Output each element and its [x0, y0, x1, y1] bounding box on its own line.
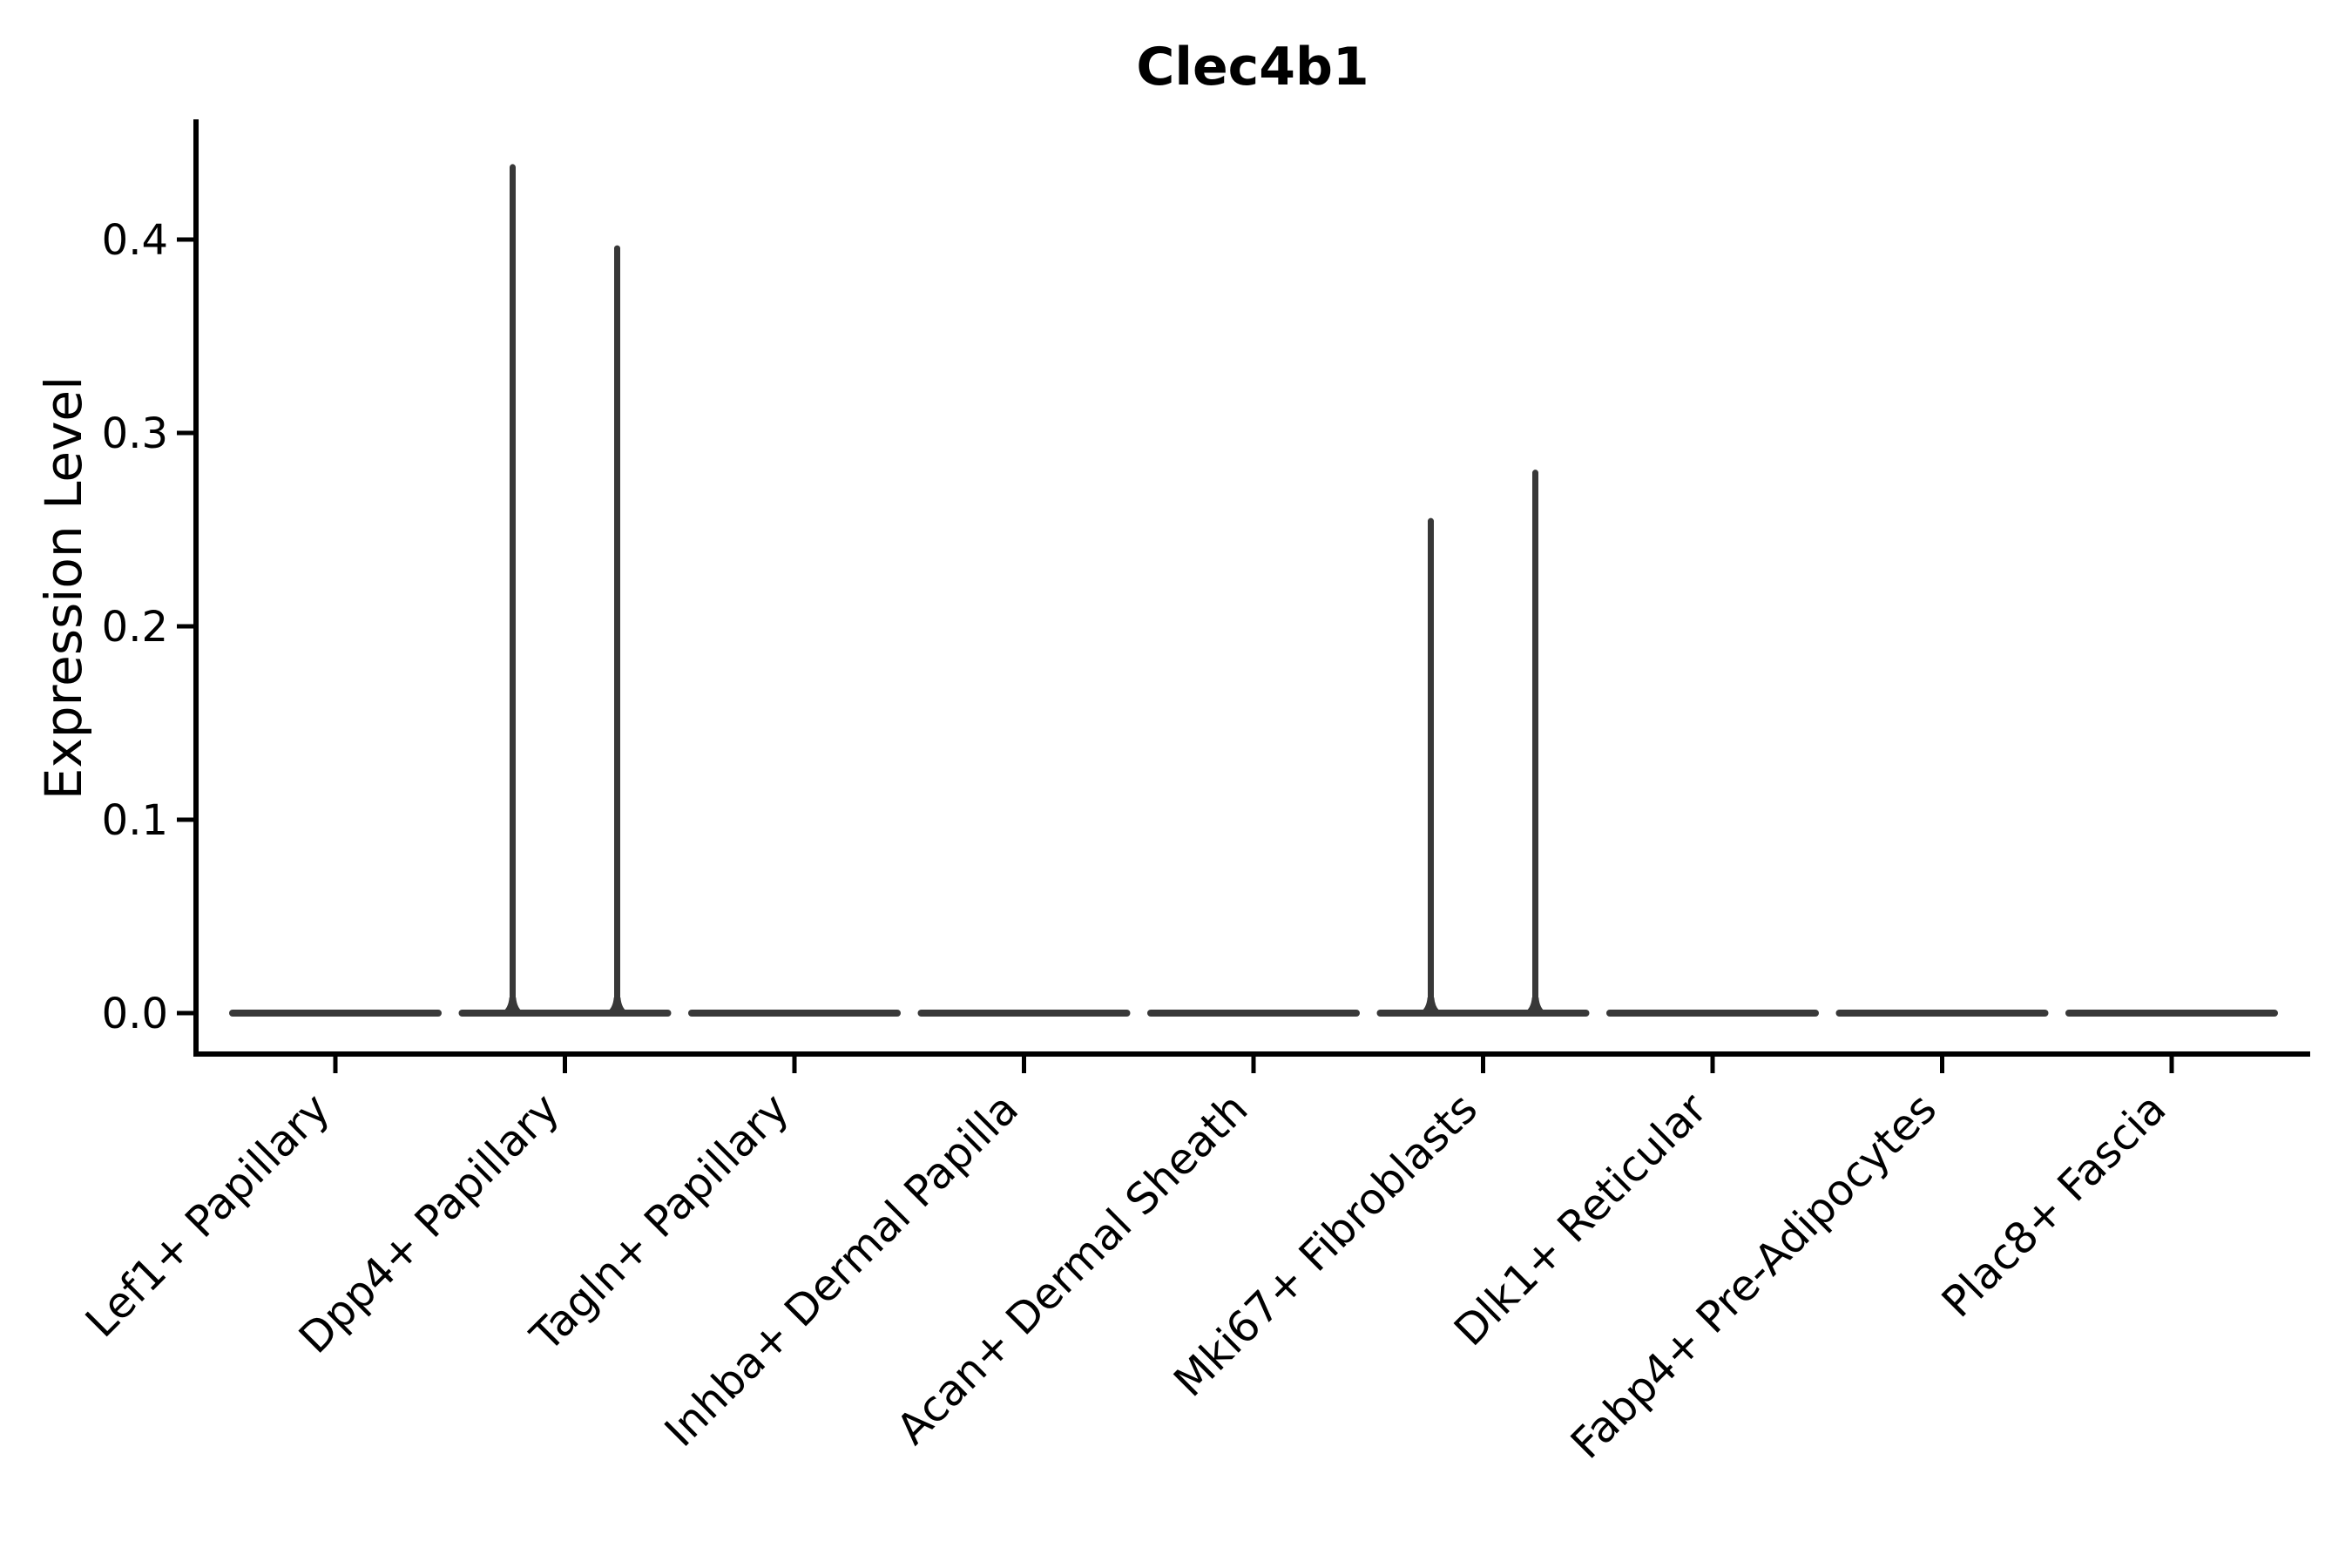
x-tick-label-fabp4-pre-adipocytes: Fabp4+ Pre-Adipocytes	[1561, 1084, 1946, 1469]
y-tick-label-0.0: 0.0	[102, 990, 168, 1038]
violins-layer	[229, 164, 2278, 1017]
violin-base-fabp4-pre-adipocytes	[1835, 1010, 2049, 1017]
violin-base-inhba-dermal-papilla	[917, 1010, 1131, 1017]
x-tick-label-dlk1-reticular: Dlk1+ Reticular	[1445, 1084, 1718, 1356]
violin-base-mki67-fibroblasts	[1376, 1010, 1590, 1017]
violin-base-dpp4-papillary	[458, 1010, 672, 1017]
y-axis-label: Expression Level	[34, 376, 93, 800]
y-tick-label-0.1: 0.1	[102, 796, 168, 845]
y-tick-label-0.3: 0.3	[102, 409, 168, 458]
y-tick-label-0.4: 0.4	[102, 216, 168, 265]
chart-title: Clec4b1	[1136, 37, 1369, 98]
violin-base-acan-dermal-sheath	[1147, 1010, 1360, 1017]
y-ticks-layer: 0.0 0.1 0.2 0.3 0.4	[102, 216, 196, 1038]
x-tick-label-lef1-papillary: Lef1+ Papillary	[76, 1084, 339, 1347]
violin-base-dlk1-reticular	[1606, 1010, 1819, 1017]
violin-base-tagln-papillary	[688, 1010, 901, 1017]
violin-base-plac8-fascia	[2065, 1010, 2278, 1017]
violin-base-lef1-papillary	[229, 1010, 442, 1017]
x-tick-label-plac8-fascia: Plac8+ Fascia	[1932, 1084, 2175, 1327]
y-tick-label-0.2: 0.2	[102, 603, 168, 652]
